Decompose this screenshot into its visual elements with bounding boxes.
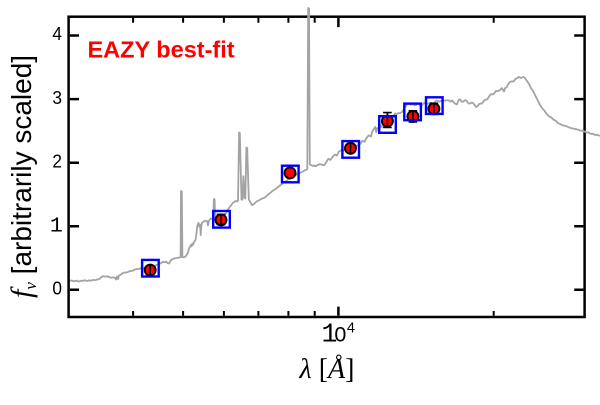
svg-text:EAZY best-fit: EAZY best-fit [88,36,235,62]
svg-text:4: 4 [52,23,62,44]
svg-text:λ [Å]: λ [Å] [299,354,355,385]
svg-text:fν [arbitrarily scaled]: fν [arbitrarily scaled] [5,55,40,298]
svg-text:0: 0 [52,278,62,299]
svg-text:1: 1 [50,215,63,239]
svg-text:2: 2 [52,150,62,171]
svg-text:104: 104 [322,320,355,350]
svg-text:3: 3 [52,87,62,108]
